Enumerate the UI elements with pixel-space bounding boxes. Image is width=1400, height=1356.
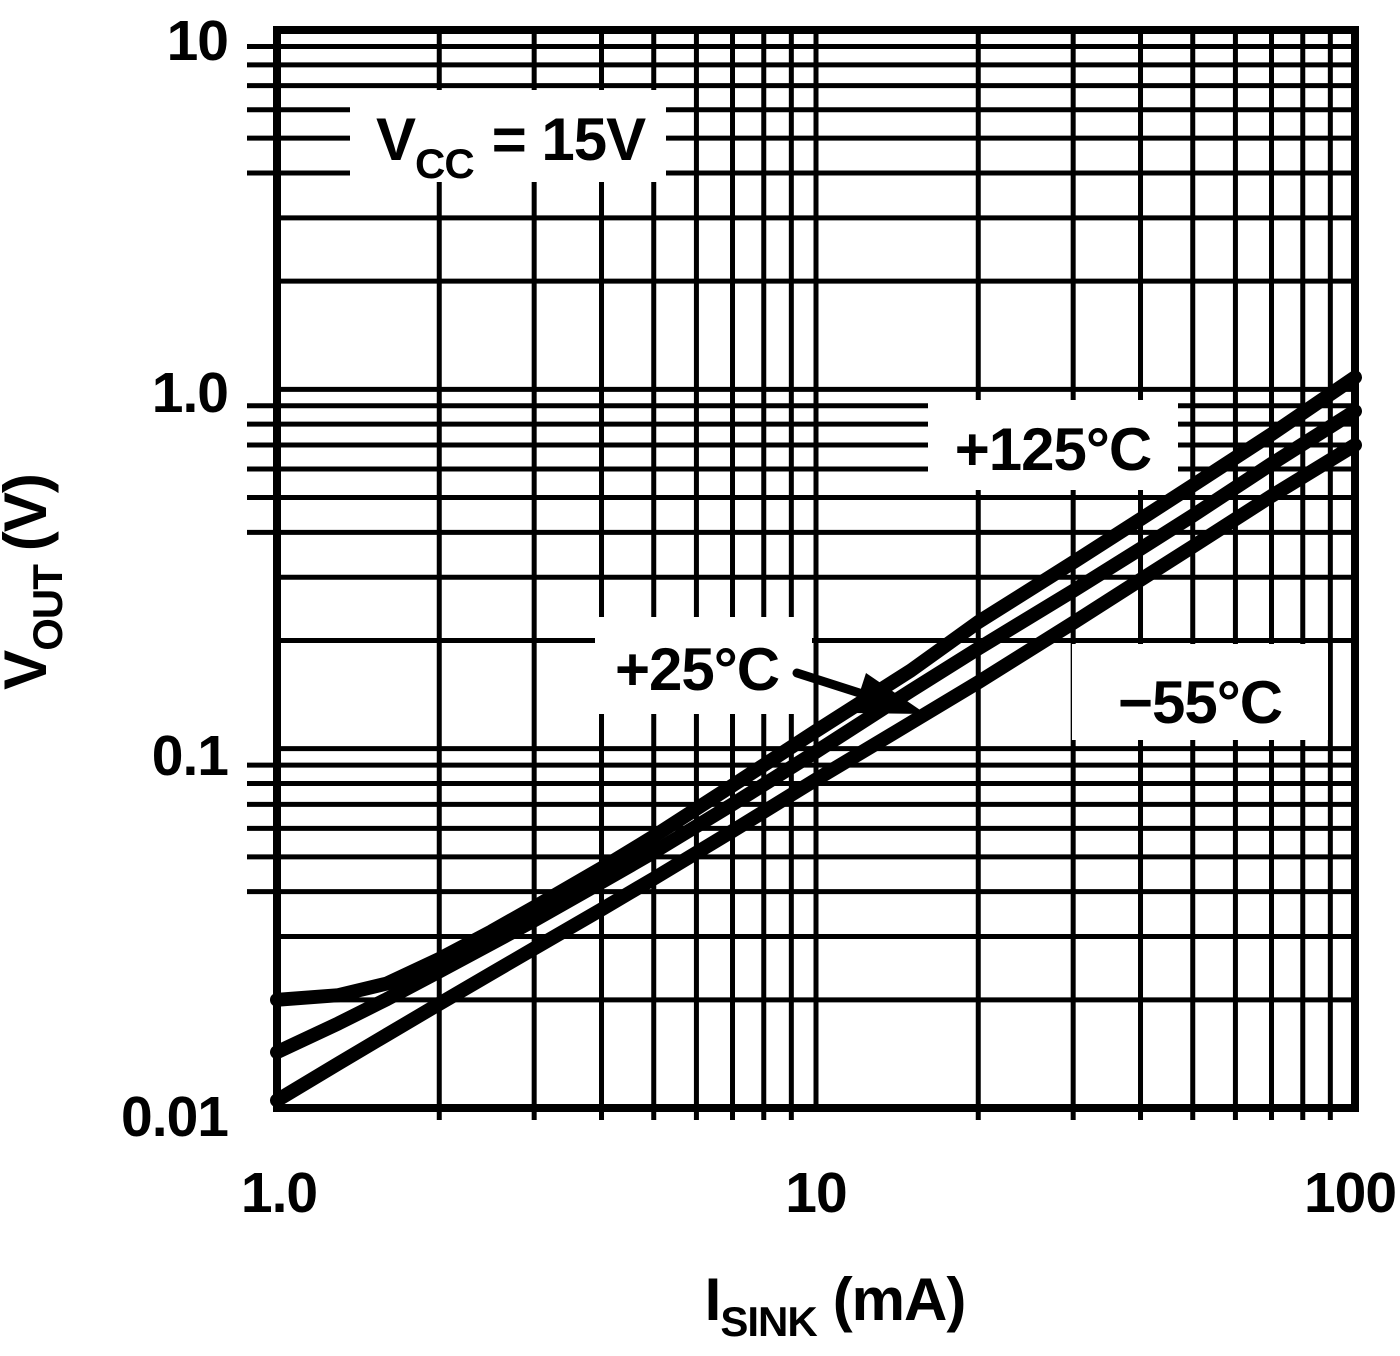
y-tick-10: 10 [167,9,228,73]
x-axis-unit: (mA) [833,1266,966,1333]
y-axis-subscript: OUT [24,564,71,651]
arrow-head [853,673,926,714]
x-axis-title: ISINK (mA) [705,1266,966,1345]
curve-label-minus55: −55°C [1118,669,1282,736]
data-curves [270,370,1362,1108]
x-tick-10: 10 [785,1161,846,1225]
vcc-subscript: CC [415,140,474,187]
y-axis-unit: (V) [0,474,59,551]
y-axis-title: VOUT (V) [0,474,71,690]
curve-plus125C [270,370,1362,1007]
y-tick-0-01: 0.01 [121,1085,228,1149]
curve-label-plus125: +125°C [955,416,1151,483]
vcc-annotation: VCC = 15V [376,106,646,187]
y-axis-symbol: V [0,650,59,690]
plus125-label-box [928,400,1178,490]
x-axis-symbol: I [705,1266,721,1333]
grid-lines [247,27,1358,1120]
x-axis-subscript: SINK [720,1298,817,1345]
y-tick-1: 1.0 [152,361,228,425]
label-backgrounds [350,90,1328,740]
x-tick-100: 100 [1304,1161,1396,1225]
plot-border [273,26,1359,1112]
curve-plus25C [270,404,1362,1060]
vcc-symbol: V [376,106,416,173]
vcc-label-box [350,90,666,182]
annotation-arrow [792,668,926,714]
minus55-label-box [1072,644,1328,740]
x-tick-1: 1.0 [241,1161,317,1225]
vcc-value: = 15V [492,106,646,173]
curve-minus55C [270,438,1362,1108]
y-tick-0-1: 0.1 [152,724,229,788]
curve-label-plus25: +25°C [615,636,779,703]
plus25-label-box [595,617,812,714]
